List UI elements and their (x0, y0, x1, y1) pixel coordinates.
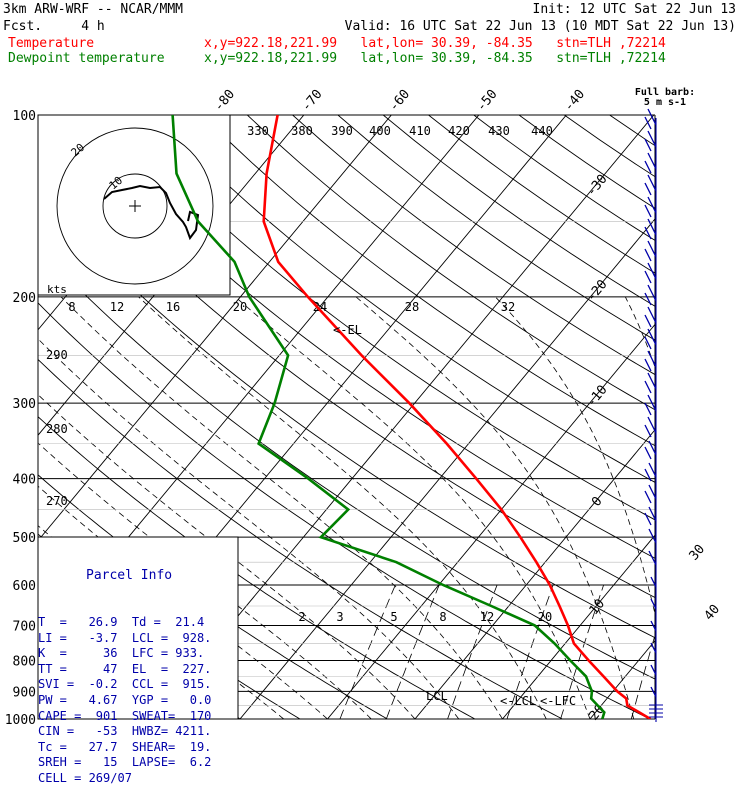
pressure-tick-label: 800 (13, 654, 36, 669)
hodograph-box (38, 115, 230, 295)
chart-annotation: <-LCL (500, 694, 536, 708)
wind-barb (645, 205, 651, 217)
isotherm-tick-label: 10 (587, 596, 609, 618)
isotherm-tick-label: -30 (584, 172, 611, 200)
parcel-info-row: SVI = -0.2 CCL = 915. (38, 677, 238, 693)
moist-adiabat-line (235, 297, 590, 719)
speed-axis-label: 8 (68, 300, 75, 314)
mixing-ratio-label: 8 (439, 610, 446, 624)
isotherm-tick-label: -50 (474, 87, 501, 115)
isotherm-tick-label: -10 (584, 383, 611, 411)
theta-e-label: 440 (531, 124, 553, 138)
pressure-tick-label: 700 (13, 619, 36, 634)
theta-e-label: 380 (291, 124, 313, 138)
wind-barb (645, 183, 651, 195)
dry-adiabat-line (474, 115, 740, 732)
parcel-info-row: CIN = -53 HWBZ= 4211. (38, 724, 238, 740)
dry-adiabat-line (202, 115, 740, 732)
theta-e-label: 390 (331, 124, 353, 138)
dry-adiabat-line (564, 115, 740, 732)
pressure-tick-label: 500 (13, 531, 36, 546)
theta-label: 270 (46, 494, 68, 508)
isotherm-line (667, 87, 740, 731)
speed-axis-title: kts (47, 283, 67, 296)
wind-barb (645, 249, 651, 261)
chart-annotation: LCL (426, 689, 448, 703)
chart-annotation: <-EL (333, 323, 362, 337)
theta-e-label: 400 (369, 124, 391, 138)
wind-barb (645, 425, 651, 437)
dry-adiabat-line (247, 115, 740, 732)
pressure-tick-label: 1000 (5, 713, 36, 728)
barb-legend-unit: 5 m s-1 (644, 97, 686, 108)
wind-barb (645, 381, 651, 393)
mixing-ratio-label: 3 (336, 610, 343, 624)
speed-axis-label: 28 (405, 300, 419, 314)
wind-barb (645, 447, 651, 459)
theta-e-label: 420 (448, 124, 470, 138)
dry-adiabat-line (293, 115, 740, 732)
parcel-info-row: CAPE = 901 SWEAT= 170 (38, 709, 238, 725)
pressure-tick-label: 400 (13, 473, 36, 488)
wind-barb (645, 513, 651, 525)
parcel-info-row: Tc = 27.7 SHEAR= 19. (38, 740, 238, 756)
isotherm-tick-label: -70 (299, 87, 326, 115)
parcel-info-row: K = 36 LFC = 933. (38, 646, 238, 662)
parcel-info-row: PW = 4.67 YGP = 0.0 (38, 693, 238, 709)
moist-adiabat-line (625, 297, 721, 719)
dry-adiabat-line (429, 115, 740, 732)
dry-adiabat-line (157, 115, 740, 732)
isotherm-tick-label: -40 (562, 87, 589, 115)
wind-barb (645, 293, 651, 305)
mixing-ratio-label: 5 (390, 610, 397, 624)
parcel-info-row: SREH = 15 LAPSE= 6.2 (38, 755, 238, 771)
speed-axis-label: 12 (110, 300, 124, 314)
isotherm-tick-label: -80 (212, 87, 239, 115)
isotherm-tick-label: -60 (387, 87, 414, 115)
speed-axis-label: 16 (166, 300, 180, 314)
theta-label: 280 (46, 422, 68, 436)
pressure-tick-label: 900 (13, 685, 36, 700)
parcel-info-row: T = 26.9 Td = 21.4 (38, 615, 238, 631)
dry-adiabat-line (655, 115, 740, 732)
parcel-info-title: Parcel Info (38, 568, 238, 584)
speed-axis-label: 20 (233, 300, 247, 314)
theta-e-label: 430 (488, 124, 510, 138)
pressure-tick-label: 200 (13, 291, 36, 306)
wind-barb (645, 271, 651, 283)
pressure-tick-label: 100 (13, 109, 36, 124)
mixing-ratio-label: 20 (538, 610, 552, 624)
isotherm-tick-label: 0 (589, 494, 606, 510)
isotherm-tick-label: -20 (584, 277, 611, 305)
dry-adiabat-line (383, 115, 740, 732)
isotherm-line (317, 87, 740, 731)
wind-barb (645, 315, 651, 327)
wind-barb (645, 403, 651, 415)
theta-e-label: 330 (247, 124, 269, 138)
mixing-ratio-label: 2 (298, 610, 305, 624)
dry-adiabat-line (610, 115, 740, 732)
parcel-info-row: CELL = 269/07 (38, 771, 238, 787)
wind-barb (645, 469, 651, 481)
wind-barb (645, 227, 651, 239)
theta-label: 290 (46, 348, 68, 362)
parcel-info-row: TT = 47 EL = 227. (38, 662, 238, 678)
theta-e-label: 410 (409, 124, 431, 138)
moist-adiabat-line (727, 297, 740, 719)
temperature-profile-line (264, 115, 651, 719)
pressure-tick-label: 600 (13, 579, 36, 594)
isotherm-tick-label: 40 (702, 602, 724, 624)
speed-axis-label: 32 (501, 300, 515, 314)
wind-barb (645, 491, 651, 503)
mixing-ratio-line (631, 585, 670, 719)
parcel-info-row: LI = -3.7 LCL = 928. (38, 631, 238, 647)
isotherm-tick-label: 30 (687, 542, 709, 564)
chart-annotation: <-LFC (540, 694, 576, 708)
pressure-tick-label: 300 (13, 397, 36, 412)
mixing-ratio-label: 12 (480, 610, 494, 624)
